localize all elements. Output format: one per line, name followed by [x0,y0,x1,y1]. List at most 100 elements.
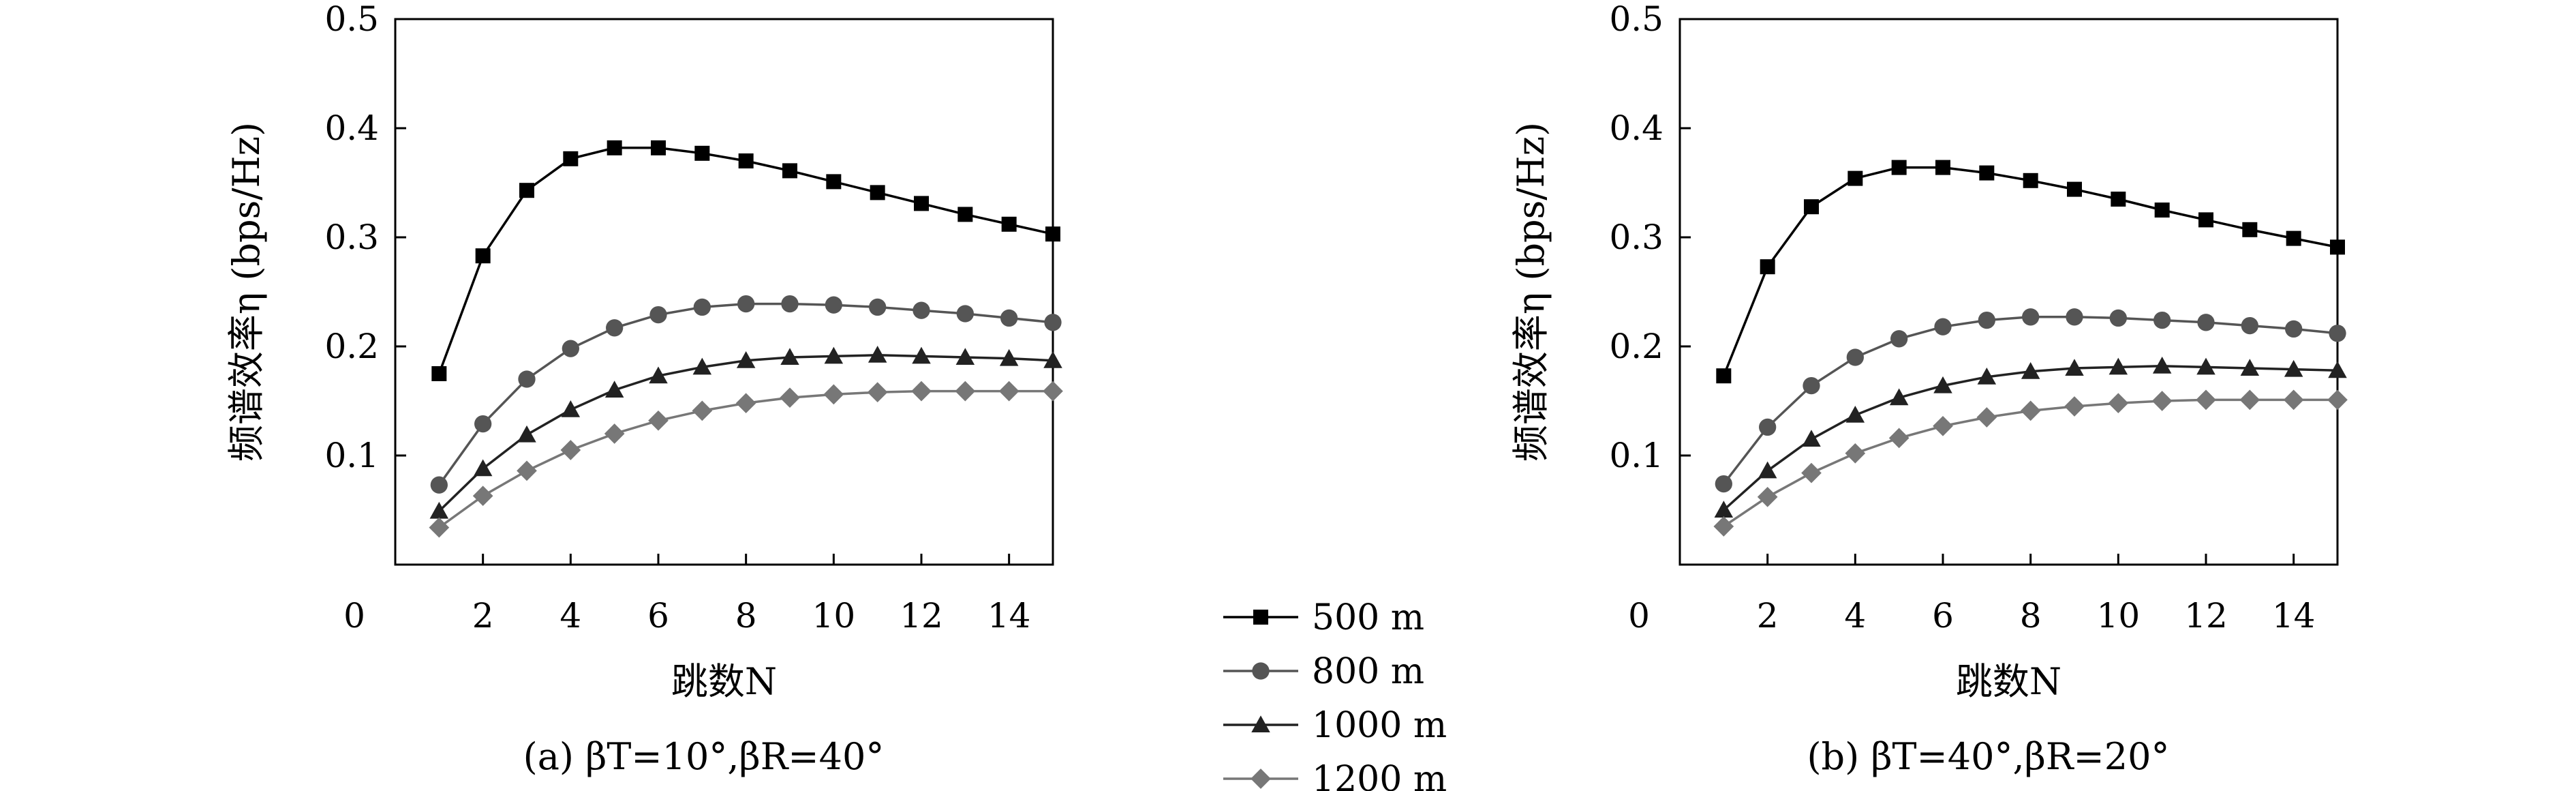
data-point [649,366,668,384]
data-point [2154,203,2170,218]
y-axis-title: 频谱效率η (bps/Hz) [1509,122,1552,462]
data-point [1801,462,1822,483]
chart-a: 0.1 0.2 0.3 0.4 0.5 0 2 4 6 8 10 12 14 跳数N 频谱效率η (bps/… [225,0,1063,778]
y-axis-title: 频谱效率η (bps/Hz) [225,122,268,462]
data-point [473,459,493,477]
data-point [1977,368,1997,385]
data-point [1716,368,1732,384]
legend-marker [1253,610,1268,625]
data-point [955,380,976,402]
data-point [692,357,712,375]
data-point [1758,461,1777,479]
data-point [737,295,755,313]
data-point [2328,361,2347,378]
data-point [780,348,799,365]
data-point [2066,308,2083,326]
data-point [867,382,888,403]
data-point [2152,357,2172,374]
data-point [2064,396,2085,417]
x-tick-label: 8 [2020,596,2042,636]
data-point [738,153,754,168]
data-point [693,298,711,316]
x-tick-label: 14 [2272,596,2316,636]
x-tick-label: 2 [472,596,494,636]
series-square-group [1716,160,2345,384]
data-point [1888,428,1910,449]
data-point [1715,475,1732,493]
y-tick-label: 0.1 [324,436,379,475]
legend-marker [1251,715,1270,732]
data-point [2240,359,2260,376]
x-tick-label: 6 [647,596,669,636]
data-point [430,476,448,494]
y-tick-label: 0.1 [1609,436,1663,475]
data-point [824,346,844,364]
data-point [999,348,1019,366]
data-point [561,400,581,417]
chart-caption: (b) βT=40°,βR=20° [1807,735,2169,778]
legend: 500 m 800 m 1000 m 1200 m [1223,597,1447,791]
y-tick-label: 0.5 [1609,0,1663,39]
data-point [1891,160,1907,175]
data-point [649,305,667,324]
legend-entry: 1000 m [1223,705,1447,746]
data-point [780,387,800,408]
data-point [431,366,447,381]
legend-entry: 800 m [1223,651,1424,692]
data-point [956,305,974,323]
legend-marker [1251,768,1271,789]
data-point [1001,216,1017,232]
data-point [957,207,973,222]
x-tick-label: 4 [559,596,581,636]
data-point [2022,308,2040,326]
data-point [1043,380,1063,402]
data-point [2197,314,2215,331]
data-point [562,340,579,357]
series-circle-group [1715,308,2346,493]
data-point [1846,348,1864,366]
data-point [1803,376,1820,395]
x-tick-label: 8 [735,596,757,636]
data-point [2108,393,2129,414]
data-point [2021,362,2040,379]
data-point [560,440,581,460]
x-axis-title: 跳数N [1956,660,2061,703]
data-point [870,185,885,200]
data-point [2283,389,2304,411]
series-triangle-group [1714,357,2347,518]
series-diamond-group [1713,389,2348,537]
data-point [998,380,1019,402]
data-point [2109,309,2127,327]
data-point [429,517,450,538]
data-point [735,393,756,414]
data-point [2242,222,2258,237]
data-point [825,296,842,314]
data-point [607,140,622,155]
data-point [2067,181,2082,197]
data-point [606,319,624,337]
data-point [694,145,710,161]
data-point [2196,389,2216,411]
x-tick-label: 0 [1628,596,1650,636]
legend-label: 500 m [1312,597,1424,638]
series-line-0 [1722,166,2338,376]
data-point [692,400,713,421]
x-tick-label: 10 [2097,596,2141,636]
data-point [2153,311,2171,329]
data-point [518,370,536,388]
series-circle-group [430,295,1062,494]
x-tick-label: 14 [987,596,1031,636]
y-tick-label: 0.2 [324,327,379,366]
data-point [648,410,669,431]
data-point [1760,259,1775,275]
y-tick-label: 0.5 [324,0,379,39]
data-point [2285,320,2303,338]
legend-label: 1200 m [1312,759,1447,791]
legend-entry: 1200 m [1223,759,1447,791]
legend-label: 800 m [1312,651,1424,692]
data-point [2284,359,2303,377]
data-point [1802,430,1821,447]
data-point [912,346,931,364]
data-point [517,460,537,481]
